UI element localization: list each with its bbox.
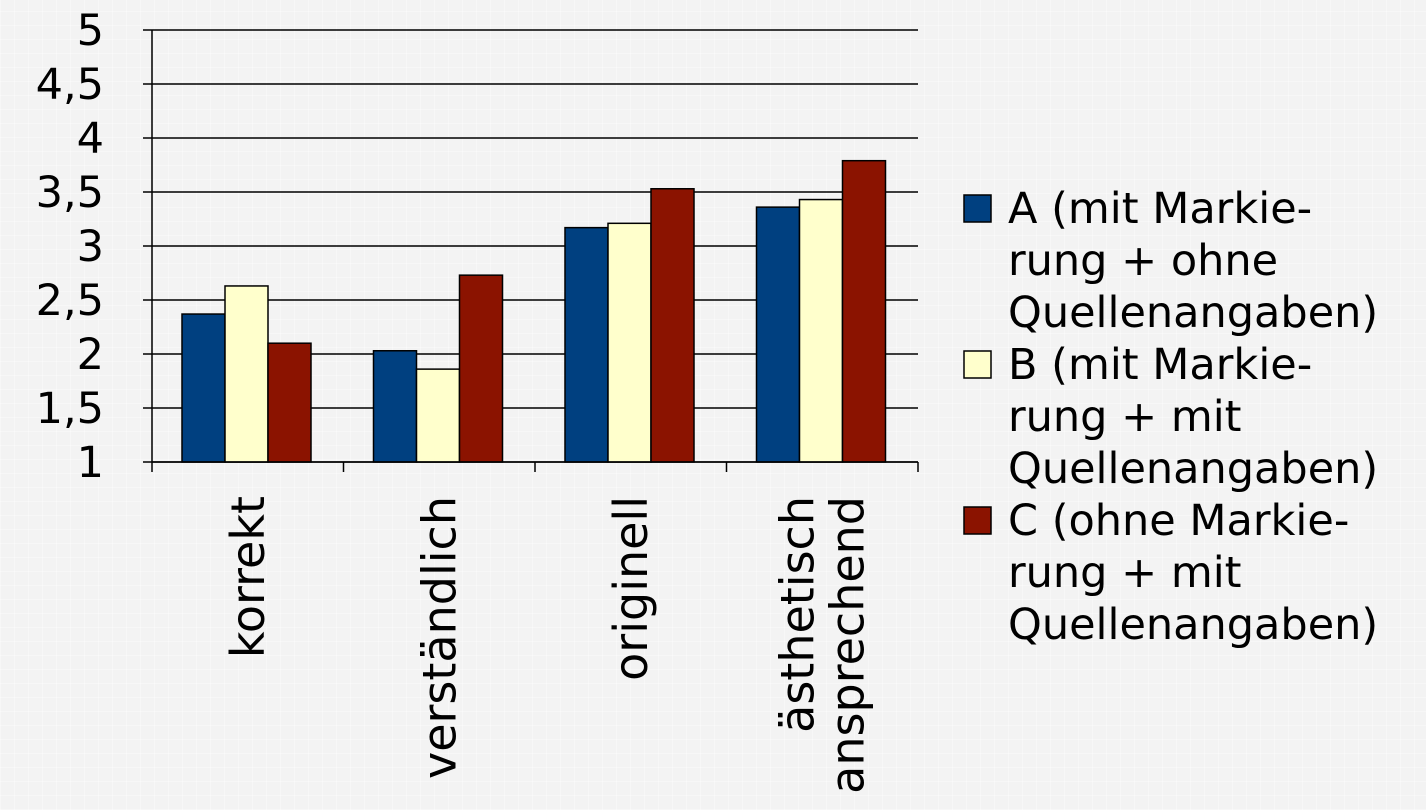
legend-swatch <box>963 194 992 223</box>
y-tick-label: 4 <box>77 114 104 164</box>
y-tick-label: 3,5 <box>36 168 104 218</box>
legend-label: Quellenangaben) <box>1008 444 1378 494</box>
y-tick-label: 2 <box>77 330 104 380</box>
y-tick-label: 4,5 <box>36 60 104 110</box>
bar <box>650 188 695 463</box>
legend-swatch <box>963 350 992 379</box>
x-tick-label: ästhetisch <box>770 496 824 733</box>
legend-label: rung + ohne <box>1008 236 1278 286</box>
y-tick-label: 3 <box>77 222 104 272</box>
legend-label: A (mit Markie- <box>1008 184 1312 234</box>
bar <box>372 350 418 463</box>
bar <box>181 313 226 463</box>
bar <box>607 222 652 463</box>
legend-label: rung + mit <box>1008 548 1242 598</box>
bar <box>755 206 801 463</box>
bar <box>798 198 844 463</box>
bar <box>415 368 461 463</box>
x-tick-label: ansprechend <box>820 496 874 794</box>
legend-label: Quellenangaben) <box>1008 600 1378 650</box>
x-tick-label: korrekt <box>221 496 275 658</box>
y-tick-label: 1,5 <box>36 384 104 434</box>
y-tick-label: 2,5 <box>36 276 104 326</box>
legend-label: Quellenangaben) <box>1008 288 1378 338</box>
y-tick-label: 5 <box>77 6 104 56</box>
legend-label: C (ohne Markie- <box>1008 496 1349 546</box>
bar <box>841 159 887 463</box>
legend-label: B (mit Markie- <box>1008 340 1312 390</box>
legend-swatch <box>963 506 992 535</box>
bar <box>267 342 312 463</box>
x-tick-label: originell <box>604 496 658 681</box>
bar <box>224 285 269 463</box>
bar <box>564 226 609 463</box>
y-tick-label: 1 <box>77 438 104 488</box>
bar <box>458 274 504 463</box>
legend-label: rung + mit <box>1008 392 1242 442</box>
x-tick-label: verständlich <box>412 496 466 779</box>
